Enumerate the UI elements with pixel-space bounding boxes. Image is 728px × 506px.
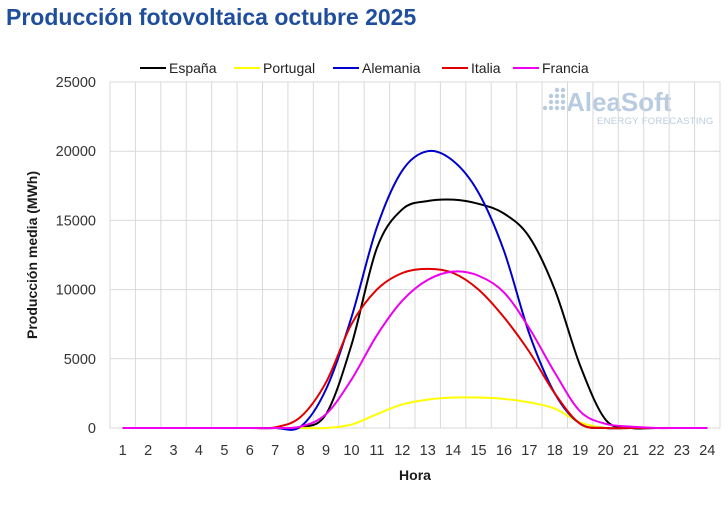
x-axis-title: Hora (399, 467, 431, 483)
y-tick-label: 15000 (56, 213, 96, 229)
x-tick-label: 21 (623, 443, 639, 459)
x-tick-label: 12 (394, 443, 410, 459)
x-tick-label: 16 (496, 443, 512, 459)
x-tick-label: 15 (470, 443, 486, 459)
legend-label: España (169, 60, 217, 76)
legend-label: Francia (542, 60, 589, 76)
x-tick-label: 9 (322, 443, 330, 459)
y-tick-label: 10000 (56, 283, 96, 299)
legend-label: Portugal (263, 60, 315, 76)
legend-label: Alemania (362, 60, 421, 76)
y-tick-label: 5000 (64, 352, 96, 368)
series-lines (122, 149, 708, 431)
x-tick-label: 1 (119, 443, 127, 459)
logo-dots-icon (542, 87, 566, 111)
x-tick-label: 5 (220, 443, 228, 459)
x-tick-label: 6 (246, 443, 254, 459)
aleasoft-logo: AleaSoft ENERGY FORECASTING (542, 87, 714, 127)
x-tick-label: 19 (572, 443, 588, 459)
legend-label: Italia (471, 60, 501, 76)
x-tick-label: 23 (674, 443, 690, 459)
logo-tagline: ENERGY FORECASTING (597, 116, 714, 127)
y-tick-label: 0 (88, 421, 96, 437)
x-tick-label: 4 (195, 443, 203, 459)
y-tick-label: 20000 (56, 144, 96, 160)
y-axis-title: Producción media (MWh) (24, 171, 40, 339)
x-tick-label: 3 (170, 443, 178, 459)
x-tick-label: 2 (144, 443, 152, 459)
x-tick-label: 11 (369, 443, 384, 459)
chart-title: Producción fotovoltaica octubre 2025 (6, 4, 417, 30)
x-tick-label: 7 (271, 443, 279, 459)
x-axis: 1 2 3 4 5 6 7 8 9 10 11 12 13 14 15 16 17 18 19 20 21 22 23 24 (119, 443, 716, 459)
x-tick-label: 10 (343, 443, 359, 459)
y-axis: 0 5000 10000 15000 20000 25000 (56, 75, 96, 437)
x-tick-label: 8 (297, 443, 305, 459)
x-tick-label: 24 (699, 443, 715, 459)
logo-name: AleaSoft (566, 87, 672, 117)
grid (109, 81, 721, 429)
y-tick-label: 25000 (56, 75, 96, 91)
x-tick-label: 18 (547, 443, 563, 459)
x-tick-label: 22 (648, 443, 664, 459)
x-tick-label: 17 (521, 443, 537, 459)
x-tick-label: 14 (445, 443, 461, 459)
series-line-4 (122, 270, 708, 430)
legend: España Portugal Alemania Italia Francia (140, 60, 589, 76)
x-tick-label: 13 (420, 443, 436, 459)
x-tick-label: 20 (598, 443, 614, 459)
